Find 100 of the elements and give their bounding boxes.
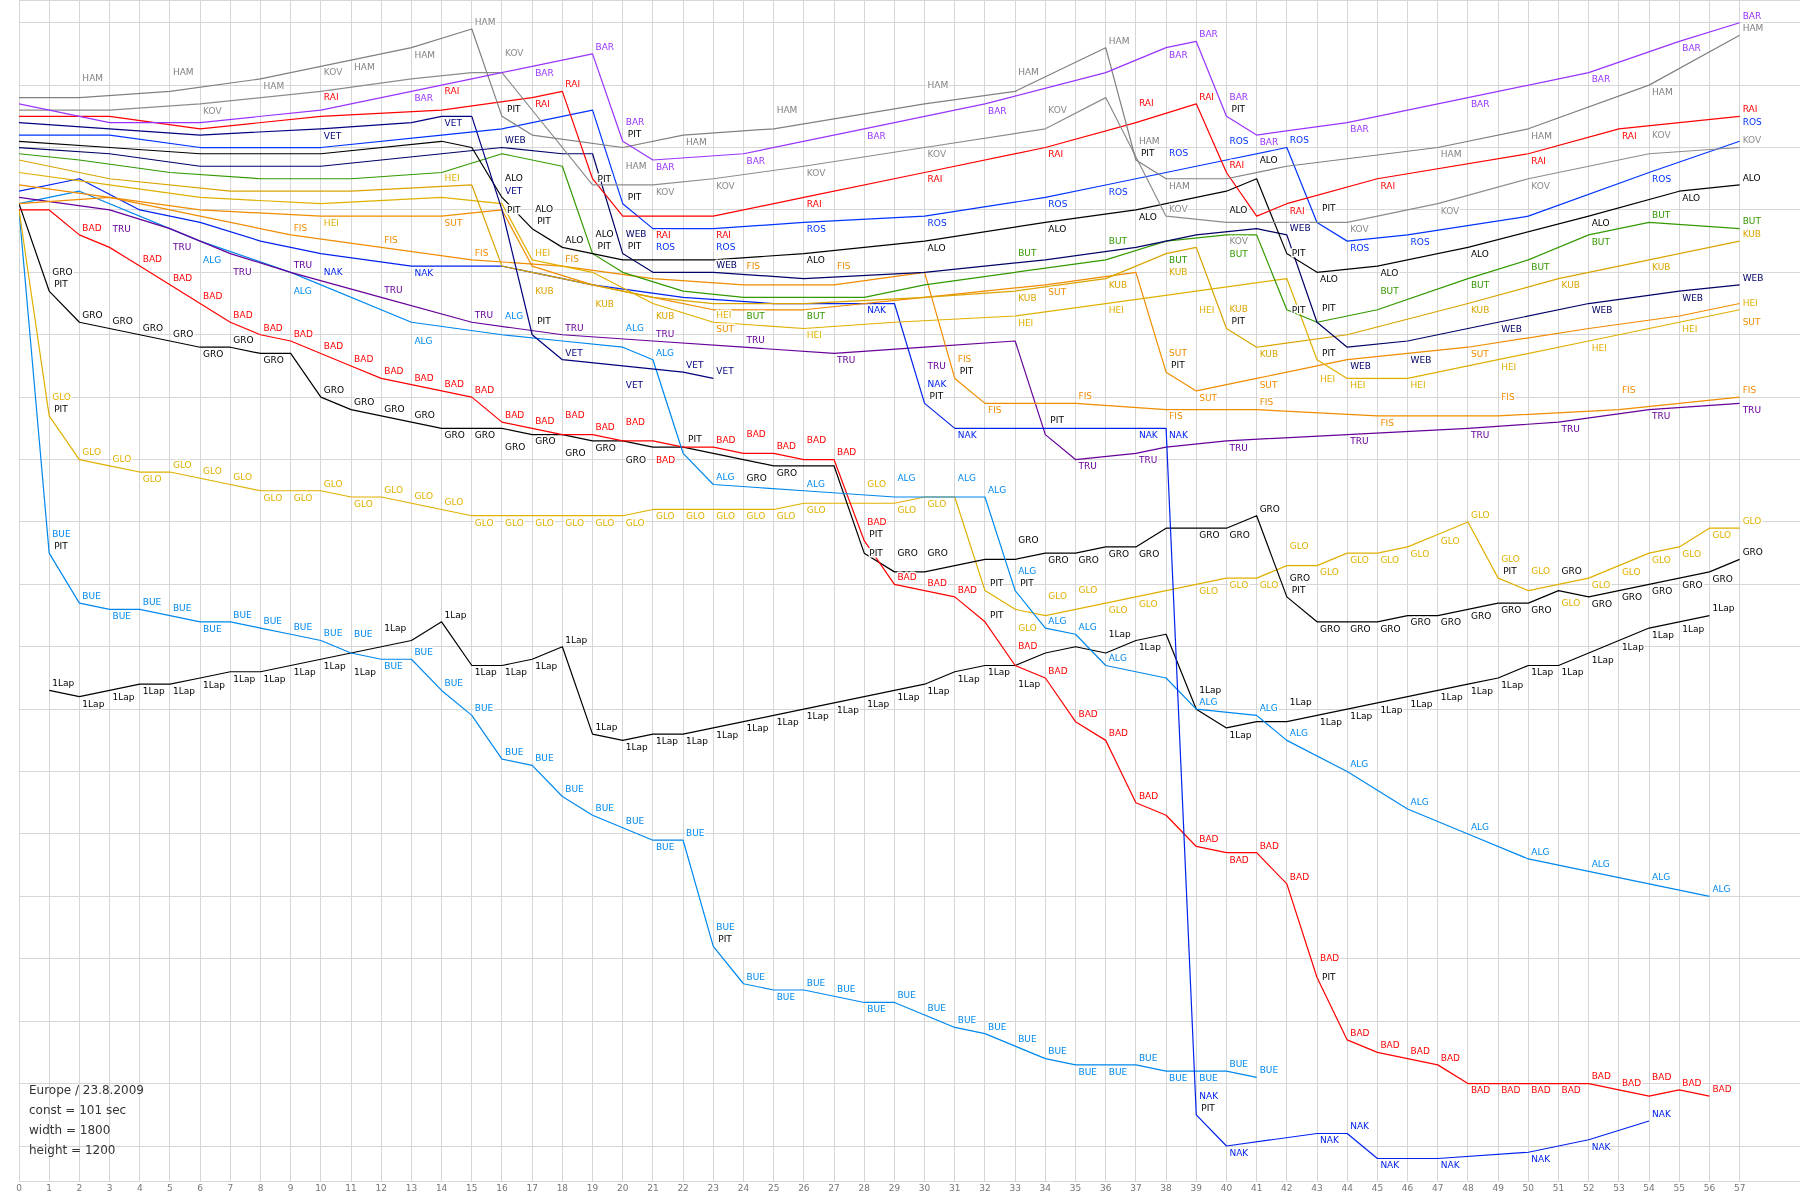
text: GLO bbox=[504, 517, 524, 528]
series-label: BAD bbox=[1229, 854, 1249, 865]
text: ROS bbox=[1289, 135, 1309, 146]
text: NAK bbox=[1591, 1141, 1611, 1152]
series-label: BUE bbox=[655, 842, 675, 853]
text: BUE bbox=[957, 1015, 977, 1026]
text: GRO bbox=[263, 355, 284, 366]
text: ROS bbox=[655, 242, 675, 253]
text: GLO bbox=[233, 472, 253, 483]
text: GRO bbox=[112, 316, 133, 327]
annotation: PIT bbox=[989, 578, 1005, 589]
text: HAM bbox=[625, 161, 647, 172]
x-tick-label: 52 bbox=[1582, 1182, 1595, 1193]
series-label: HEI bbox=[1350, 380, 1366, 391]
text: 1Lap bbox=[1531, 667, 1554, 678]
text: GLO bbox=[263, 492, 283, 503]
text: WEB bbox=[504, 135, 526, 146]
text: 1Lap bbox=[535, 661, 558, 672]
x-tick-label: 17 bbox=[526, 1182, 538, 1193]
text: BUE bbox=[867, 1004, 886, 1015]
text: GRO bbox=[746, 473, 767, 484]
annotation: PIT bbox=[1322, 347, 1337, 358]
text: HAM bbox=[354, 62, 375, 72]
annotation: PIT bbox=[54, 278, 69, 289]
text: FIS bbox=[1259, 397, 1274, 408]
text: KUB bbox=[1652, 261, 1671, 272]
text: VET bbox=[686, 360, 704, 371]
annotation: width = 1800 bbox=[29, 1122, 112, 1139]
text: ALG bbox=[504, 310, 524, 321]
text: KOV bbox=[1229, 236, 1248, 247]
text: ALG bbox=[1410, 796, 1429, 807]
text: RAI bbox=[1289, 205, 1305, 216]
text: HEI bbox=[1018, 317, 1034, 328]
series-label: WEB bbox=[1682, 292, 1704, 303]
text: ALO bbox=[806, 255, 825, 266]
text: KUB bbox=[1470, 305, 1490, 316]
text: KUB bbox=[1229, 304, 1248, 315]
text: KUB bbox=[1169, 267, 1188, 278]
text: GLO bbox=[1078, 585, 1098, 596]
text: GLO bbox=[867, 479, 886, 490]
series-label: ROS bbox=[806, 224, 827, 235]
text: 1Lap bbox=[263, 673, 286, 684]
text: BAD bbox=[625, 416, 645, 427]
annotation: PIT bbox=[627, 241, 642, 252]
text: HEI bbox=[1742, 297, 1758, 308]
text: BAD bbox=[414, 372, 434, 383]
annotation: PIT bbox=[537, 315, 552, 326]
text: BUE bbox=[112, 611, 132, 622]
text: BAR bbox=[1470, 99, 1490, 110]
text: BUT bbox=[1380, 285, 1399, 296]
text: GLO bbox=[1742, 516, 1762, 527]
x-tick-label: 41 bbox=[1250, 1182, 1263, 1193]
text: RAI bbox=[655, 230, 671, 241]
text: KUB bbox=[1742, 228, 1762, 239]
text: ALG bbox=[897, 472, 916, 483]
text: 1Lap bbox=[897, 692, 920, 703]
text: BUT bbox=[1531, 261, 1550, 272]
series-label: ALG bbox=[716, 472, 735, 483]
x-tick-label: 4 bbox=[136, 1182, 143, 1193]
text: GLO bbox=[1531, 566, 1551, 577]
text: 1Lap bbox=[384, 622, 407, 633]
text: BAR bbox=[867, 130, 886, 141]
text: KUB bbox=[1259, 349, 1279, 360]
text: VET bbox=[565, 347, 583, 358]
text: NAK bbox=[1440, 1160, 1460, 1171]
text: KOV bbox=[927, 149, 947, 160]
text: BAD bbox=[595, 422, 615, 433]
text: BUE bbox=[1048, 1046, 1067, 1057]
text: FIS bbox=[474, 247, 489, 258]
text: BUE bbox=[1018, 1034, 1037, 1044]
text: BAD bbox=[203, 291, 223, 302]
text: BAD bbox=[1440, 1052, 1461, 1063]
text: KOV bbox=[1350, 224, 1369, 235]
x-tick-label: 0 bbox=[16, 1182, 23, 1193]
text: GRO bbox=[233, 335, 254, 346]
text: KOV bbox=[1440, 205, 1460, 216]
x-tick-label: 53 bbox=[1613, 1182, 1625, 1193]
text: BUE bbox=[233, 609, 252, 620]
text: TRU bbox=[746, 335, 765, 346]
text: 1Lap bbox=[1470, 686, 1493, 697]
text: NAK bbox=[1380, 1160, 1400, 1171]
x-tick-label: 24 bbox=[737, 1182, 750, 1193]
x-tick-label: 1 bbox=[46, 1182, 53, 1193]
x-tick-label: 3 bbox=[106, 1182, 113, 1193]
x-tick-label: 27 bbox=[828, 1182, 840, 1193]
text: GRO bbox=[1712, 573, 1733, 584]
text: HAM bbox=[414, 49, 436, 60]
text: SUT bbox=[1169, 348, 1187, 359]
text: WEB bbox=[1350, 361, 1371, 372]
text: 1Lap bbox=[867, 698, 890, 709]
text: BAD bbox=[867, 516, 887, 527]
text: GRO bbox=[1440, 617, 1462, 628]
text: BUE bbox=[987, 1021, 1007, 1032]
x-tick-label: 15 bbox=[466, 1182, 478, 1193]
x-tick-label: 22 bbox=[677, 1182, 689, 1193]
text: 1Lap bbox=[686, 735, 709, 746]
text: BAD bbox=[1561, 1085, 1581, 1096]
text: BUE bbox=[716, 922, 735, 933]
text: GLO bbox=[1289, 541, 1309, 552]
text: ROS bbox=[927, 218, 947, 229]
